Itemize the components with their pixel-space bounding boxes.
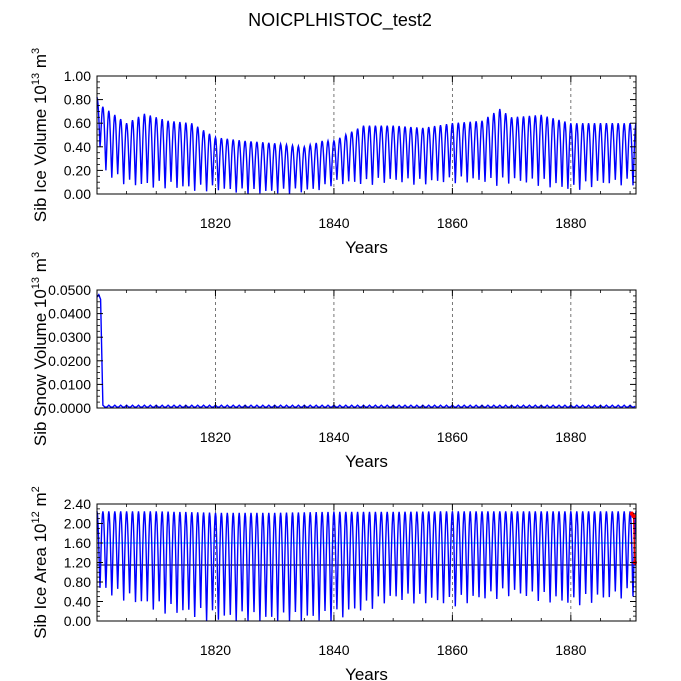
y-axis-title-unit: m [31, 258, 50, 277]
plot-frame [96, 289, 637, 409]
series-line [96, 511, 637, 622]
observed-point [631, 513, 636, 519]
y-tick-label: 0.40 [64, 139, 91, 155]
x-axis-title: Years [345, 452, 388, 471]
chart-panel-3: 0.00 0.40 0.80 1.20 1.60 2.00 2.40 1820 1840 1860… [30, 486, 638, 681]
x-tick-label: 1860 [437, 215, 468, 231]
x-tick-label: 1860 [437, 429, 468, 445]
y-tick-label: 0.40 [64, 594, 91, 610]
y-tick-label: 0.0000 [48, 400, 91, 416]
x-axis-title: Years [345, 665, 388, 681]
chart-panel-2: 0.0000 0.0100 0.0200 0.0300 0.0400 0.0500 1820… [30, 252, 637, 471]
y-axis-title-unit-exp: 2 [30, 486, 42, 492]
y-axis-title-exp: 13 [30, 277, 42, 289]
y-tick-label: 2.00 [64, 516, 91, 532]
y-tick-label: 0.0500 [48, 282, 91, 298]
y-tick-label: 1.60 [64, 535, 91, 551]
y-tick-label: 0.80 [64, 574, 91, 590]
y-axis-title-unit-exp: 3 [30, 48, 42, 54]
y-tick-label: 0.0400 [48, 306, 91, 322]
x-tick-label: 1840 [318, 429, 349, 445]
x-tick-label: 1820 [200, 642, 231, 658]
y-tick-label: 0.0200 [48, 353, 91, 369]
x-axis-title: Years [345, 238, 388, 257]
y-axis-title: Sib Snow Volume 1013 m3 [30, 252, 50, 446]
y-axis-title: Sib Ice Volume 1013 m3 [30, 48, 50, 222]
x-tick-label: 1880 [555, 215, 586, 231]
y-axis-title-exp: 13 [30, 73, 42, 85]
x-tick-label: 1820 [200, 215, 231, 231]
y-axis-title-main: Sib Ice Area 10 [31, 523, 50, 638]
y-tick-label: 1.20 [64, 555, 91, 571]
x-tick-label: 1840 [318, 642, 349, 658]
y-tick-label: 0.0100 [48, 376, 91, 392]
y-axis-title-unit: m [31, 54, 50, 73]
y-tick-label: 0.20 [64, 162, 91, 178]
x-tick-label: 1880 [555, 429, 586, 445]
y-axis-title-unit: m [31, 492, 50, 511]
y-tick-label: 0.0300 [48, 329, 91, 345]
x-tick-label: 1860 [437, 642, 468, 658]
figure-title: NOICPLHISTOC_test2 [248, 10, 432, 31]
y-axis-title-unit-exp: 3 [30, 252, 42, 258]
y-axis-title-main: Sib Snow Volume 10 [31, 289, 50, 446]
x-tick-label: 1820 [200, 429, 231, 445]
series-line [96, 293, 636, 408]
y-tick-label: 0.00 [64, 186, 91, 202]
y-tick-label: 2.40 [64, 496, 91, 512]
y-tick-label: 0.00 [64, 613, 91, 629]
y-axis-title-main: Sib Ice Volume 10 [31, 85, 50, 222]
y-tick-label: 0.60 [64, 115, 91, 131]
y-axis-title-exp: 12 [30, 511, 42, 523]
x-tick-label: 1840 [318, 215, 349, 231]
x-tick-label: 1880 [555, 642, 586, 658]
y-axis-title: Sib Ice Area 1012 m2 [30, 486, 50, 639]
series-line [96, 97, 637, 195]
y-tick-label: 0.80 [64, 92, 91, 108]
y-tick-label: 1.00 [64, 68, 91, 84]
chart-panel-1: 0.00 0.20 0.40 0.60 0.80 1.00 1820 1840 1860 1880… [30, 48, 637, 257]
